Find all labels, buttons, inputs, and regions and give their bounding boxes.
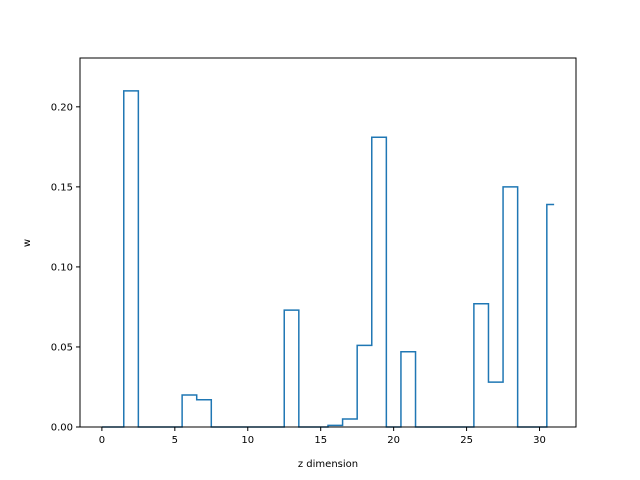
x-tick-label: 20 [387,435,400,446]
y-tick-label: 0.05 [51,342,73,353]
x-tick-label: 0 [99,435,105,446]
y-tick-label: 0.00 [51,423,73,434]
x-tick-label: 5 [172,435,178,446]
series-step-line [101,90,555,428]
y-tick-label: 0.20 [51,102,73,113]
x-tick-label: 30 [533,435,546,446]
plot-area [101,90,555,428]
x-axis-label: z dimension [298,459,358,470]
x-tick-label: 25 [460,435,473,446]
x-axis: 0 5 10 15 20 25 30 [99,427,546,446]
x-tick-label: 15 [314,435,327,446]
plot-frame [79,57,577,428]
y-axis: 0.00 0.05 0.10 0.15 0.20 [51,102,80,434]
x-tick-label: 10 [241,435,254,446]
y-tick-label: 0.15 [51,182,73,193]
y-axis-label: w [22,239,33,247]
y-tick-label: 0.10 [51,262,73,273]
